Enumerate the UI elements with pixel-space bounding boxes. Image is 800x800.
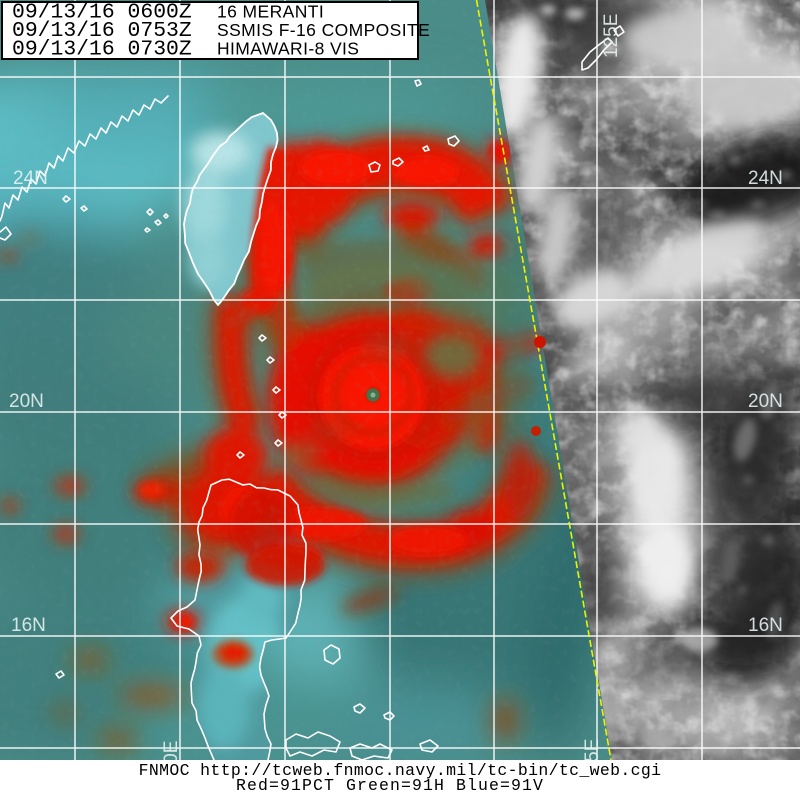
svg-text:HIMAWARI-8 VIS: HIMAWARI-8 VIS	[217, 39, 359, 59]
svg-text:SSMIS F-16 COMPOSITE: SSMIS F-16 COMPOSITE	[217, 20, 430, 40]
svg-text:Red=91PCT Green=91H Blue=91V: Red=91PCT Green=91H Blue=91V	[236, 776, 544, 795]
svg-text:120E: 120E	[161, 741, 182, 785]
svg-text:20N: 20N	[748, 391, 783, 412]
svg-text:125E: 125E	[601, 14, 622, 58]
svg-text:09/13/16 0753Z: 09/13/16 0753Z	[12, 19, 192, 43]
svg-text:16 MERANTI: 16 MERANTI	[217, 2, 324, 22]
svg-text:125E: 125E	[582, 739, 603, 783]
svg-text:16N: 16N	[11, 615, 46, 636]
svg-text:09/13/16 0730Z: 09/13/16 0730Z	[12, 38, 192, 62]
svg-text:20N: 20N	[9, 391, 44, 412]
svg-text:16N: 16N	[748, 615, 783, 636]
svg-text:24N: 24N	[748, 168, 783, 189]
svg-text:FNMOC http://tcweb.fnmoc.navy: FNMOC http://tcweb.fnmoc.navy.mil/tc-bin…	[139, 761, 662, 780]
svg-text:24N: 24N	[13, 168, 48, 189]
svg-text:09/13/16 0600Z: 09/13/16 0600Z	[12, 1, 192, 25]
